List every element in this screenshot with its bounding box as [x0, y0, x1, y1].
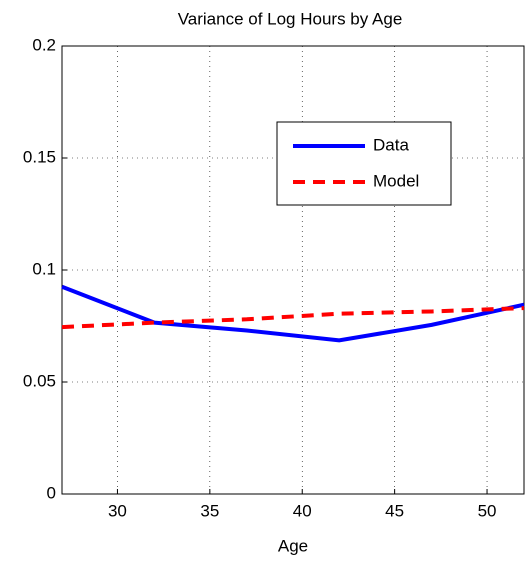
x-tick-label: 45 — [385, 501, 404, 520]
legend-box — [276, 121, 452, 206]
data-line — [61, 306, 525, 330]
x-tick-label: 50 — [478, 501, 497, 520]
chart-title: Variance of Log Hours by Age — [178, 9, 403, 28]
x-tick-label: 30 — [108, 501, 127, 520]
legend-label: Data — [373, 135, 409, 154]
legend-label: Model — [373, 171, 419, 190]
y-tick-label: 0.15 — [23, 147, 56, 166]
y-tick-label: 0.05 — [23, 371, 56, 390]
data-line — [61, 284, 525, 343]
y-tick-label: 0.1 — [32, 259, 56, 278]
y-tick-label: 0.2 — [32, 35, 56, 54]
plot-frame — [61, 45, 525, 495]
x-axis-label: Age — [278, 536, 308, 555]
x-tick-label: 40 — [293, 501, 312, 520]
y-tick-label: 0 — [47, 483, 56, 502]
x-tick-label: 35 — [200, 501, 219, 520]
